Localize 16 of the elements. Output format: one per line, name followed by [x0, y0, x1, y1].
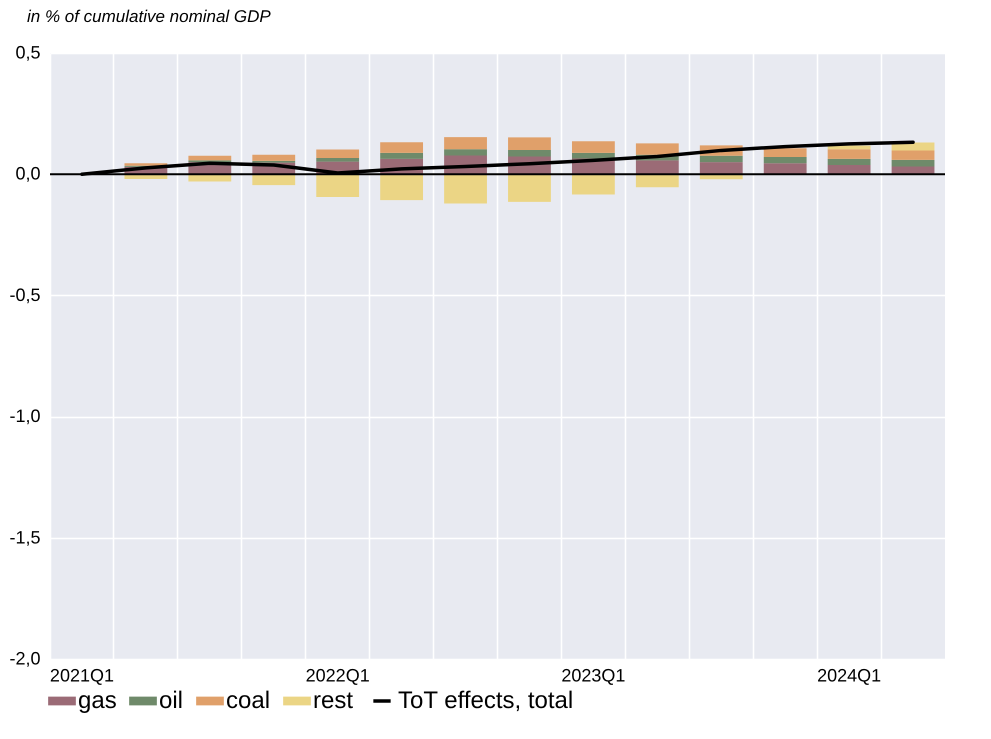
y-tick-label: 0,0 [15, 164, 40, 184]
y-tick-label: 0,5 [15, 42, 40, 62]
y-tick-label: -2,0 [9, 648, 40, 668]
x-tick-label: 2022Q1 [306, 666, 370, 686]
x-tick-label: 2023Q1 [561, 666, 626, 686]
x-tick-label: 2021Q1 [50, 666, 114, 686]
x-tick-label: 2024Q1 [817, 666, 882, 686]
y-tick-label: -0,5 [9, 284, 40, 305]
legend-label: gas [78, 687, 117, 714]
y-tick-label: -1,0 [9, 406, 40, 426]
chart-title: in % of cumulative nominal GDP [26, 7, 272, 26]
legend-label: coal [226, 687, 270, 714]
legend-label: rest [313, 687, 354, 714]
y-tick-label: -1,5 [9, 527, 40, 548]
legend-label: oil [159, 687, 184, 714]
legend-label: ToT effects, total [398, 687, 574, 714]
